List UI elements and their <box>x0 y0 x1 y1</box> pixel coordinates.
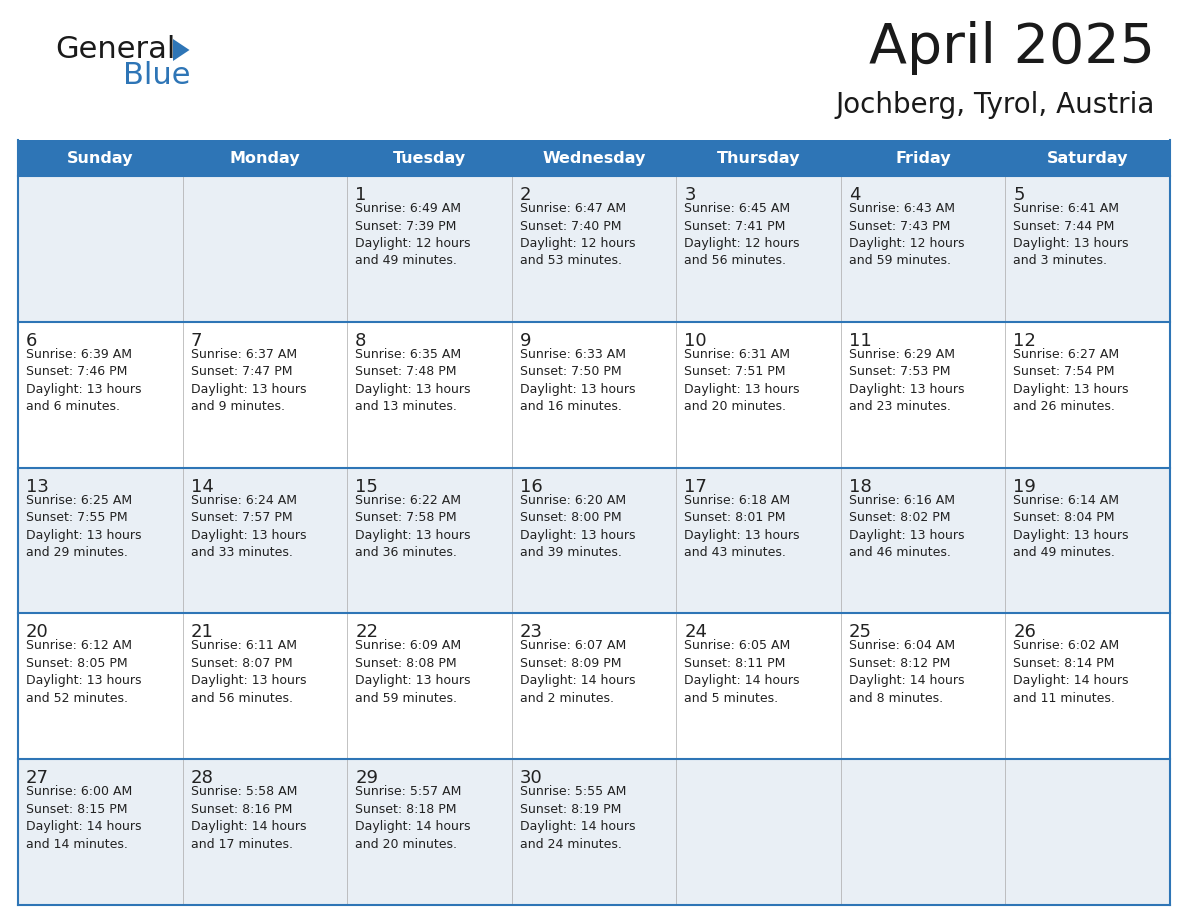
Text: 12: 12 <box>1013 331 1036 350</box>
Text: 15: 15 <box>355 477 378 496</box>
Text: Sunrise: 6:41 AM
Sunset: 7:44 PM
Daylight: 13 hours
and 3 minutes.: Sunrise: 6:41 AM Sunset: 7:44 PM Dayligh… <box>1013 202 1129 267</box>
Text: Tuesday: Tuesday <box>393 151 466 165</box>
Text: 10: 10 <box>684 331 707 350</box>
Text: Sunday: Sunday <box>67 151 133 165</box>
Text: 11: 11 <box>849 331 872 350</box>
Text: Sunrise: 6:07 AM
Sunset: 8:09 PM
Daylight: 14 hours
and 2 minutes.: Sunrise: 6:07 AM Sunset: 8:09 PM Dayligh… <box>519 640 636 705</box>
Text: 14: 14 <box>190 477 214 496</box>
Text: Sunrise: 6:35 AM
Sunset: 7:48 PM
Daylight: 13 hours
and 13 minutes.: Sunrise: 6:35 AM Sunset: 7:48 PM Dayligh… <box>355 348 470 413</box>
Text: Thursday: Thursday <box>716 151 801 165</box>
Text: 6: 6 <box>26 331 37 350</box>
Text: 16: 16 <box>519 477 543 496</box>
Text: 13: 13 <box>26 477 49 496</box>
Text: Sunrise: 6:25 AM
Sunset: 7:55 PM
Daylight: 13 hours
and 29 minutes.: Sunrise: 6:25 AM Sunset: 7:55 PM Dayligh… <box>26 494 141 559</box>
Bar <box>18 140 1170 176</box>
Text: Saturday: Saturday <box>1047 151 1129 165</box>
Text: Sunrise: 6:29 AM
Sunset: 7:53 PM
Daylight: 13 hours
and 23 minutes.: Sunrise: 6:29 AM Sunset: 7:53 PM Dayligh… <box>849 348 965 413</box>
Text: Sunrise: 6:11 AM
Sunset: 8:07 PM
Daylight: 13 hours
and 56 minutes.: Sunrise: 6:11 AM Sunset: 8:07 PM Dayligh… <box>190 640 307 705</box>
Text: Friday: Friday <box>896 151 950 165</box>
Text: Sunrise: 5:57 AM
Sunset: 8:18 PM
Daylight: 14 hours
and 20 minutes.: Sunrise: 5:57 AM Sunset: 8:18 PM Dayligh… <box>355 785 470 851</box>
Text: 21: 21 <box>190 623 214 642</box>
Text: Sunrise: 6:18 AM
Sunset: 8:01 PM
Daylight: 13 hours
and 43 minutes.: Sunrise: 6:18 AM Sunset: 8:01 PM Dayligh… <box>684 494 800 559</box>
Text: Sunrise: 6:09 AM
Sunset: 8:08 PM
Daylight: 13 hours
and 59 minutes.: Sunrise: 6:09 AM Sunset: 8:08 PM Dayligh… <box>355 640 470 705</box>
Text: 22: 22 <box>355 623 378 642</box>
Text: Sunrise: 6:04 AM
Sunset: 8:12 PM
Daylight: 14 hours
and 8 minutes.: Sunrise: 6:04 AM Sunset: 8:12 PM Dayligh… <box>849 640 965 705</box>
Text: 4: 4 <box>849 186 860 204</box>
Text: Sunrise: 6:31 AM
Sunset: 7:51 PM
Daylight: 13 hours
and 20 minutes.: Sunrise: 6:31 AM Sunset: 7:51 PM Dayligh… <box>684 348 800 413</box>
Text: 2: 2 <box>519 186 531 204</box>
Text: Sunrise: 5:58 AM
Sunset: 8:16 PM
Daylight: 14 hours
and 17 minutes.: Sunrise: 5:58 AM Sunset: 8:16 PM Dayligh… <box>190 785 307 851</box>
Text: Monday: Monday <box>229 151 301 165</box>
Text: 9: 9 <box>519 331 531 350</box>
Text: Sunrise: 6:27 AM
Sunset: 7:54 PM
Daylight: 13 hours
and 26 minutes.: Sunrise: 6:27 AM Sunset: 7:54 PM Dayligh… <box>1013 348 1129 413</box>
Text: April 2025: April 2025 <box>868 21 1155 75</box>
Text: Sunrise: 6:20 AM
Sunset: 8:00 PM
Daylight: 13 hours
and 39 minutes.: Sunrise: 6:20 AM Sunset: 8:00 PM Dayligh… <box>519 494 636 559</box>
Text: 29: 29 <box>355 769 378 788</box>
Bar <box>18 322 1170 467</box>
Text: 7: 7 <box>190 331 202 350</box>
Text: 28: 28 <box>190 769 214 788</box>
Text: 1: 1 <box>355 186 367 204</box>
Text: Sunrise: 6:43 AM
Sunset: 7:43 PM
Daylight: 12 hours
and 59 minutes.: Sunrise: 6:43 AM Sunset: 7:43 PM Dayligh… <box>849 202 965 267</box>
Text: Wednesday: Wednesday <box>542 151 646 165</box>
Text: Sunrise: 6:49 AM
Sunset: 7:39 PM
Daylight: 12 hours
and 49 minutes.: Sunrise: 6:49 AM Sunset: 7:39 PM Dayligh… <box>355 202 470 267</box>
Text: Jochberg, Tyrol, Austria: Jochberg, Tyrol, Austria <box>835 91 1155 119</box>
Text: Sunrise: 6:02 AM
Sunset: 8:14 PM
Daylight: 14 hours
and 11 minutes.: Sunrise: 6:02 AM Sunset: 8:14 PM Dayligh… <box>1013 640 1129 705</box>
Text: 20: 20 <box>26 623 49 642</box>
Bar <box>18 176 1170 322</box>
Text: 19: 19 <box>1013 477 1036 496</box>
Text: Sunrise: 6:24 AM
Sunset: 7:57 PM
Daylight: 13 hours
and 33 minutes.: Sunrise: 6:24 AM Sunset: 7:57 PM Dayligh… <box>190 494 307 559</box>
Polygon shape <box>173 39 190 61</box>
Text: 17: 17 <box>684 477 707 496</box>
Text: Sunrise: 6:39 AM
Sunset: 7:46 PM
Daylight: 13 hours
and 6 minutes.: Sunrise: 6:39 AM Sunset: 7:46 PM Dayligh… <box>26 348 141 413</box>
Text: 24: 24 <box>684 623 707 642</box>
Text: 23: 23 <box>519 623 543 642</box>
Text: Sunrise: 6:12 AM
Sunset: 8:05 PM
Daylight: 13 hours
and 52 minutes.: Sunrise: 6:12 AM Sunset: 8:05 PM Dayligh… <box>26 640 141 705</box>
Text: Sunrise: 6:47 AM
Sunset: 7:40 PM
Daylight: 12 hours
and 53 minutes.: Sunrise: 6:47 AM Sunset: 7:40 PM Dayligh… <box>519 202 636 267</box>
Text: Sunrise: 5:55 AM
Sunset: 8:19 PM
Daylight: 14 hours
and 24 minutes.: Sunrise: 5:55 AM Sunset: 8:19 PM Dayligh… <box>519 785 636 851</box>
Text: 5: 5 <box>1013 186 1025 204</box>
Text: Sunrise: 6:05 AM
Sunset: 8:11 PM
Daylight: 14 hours
and 5 minutes.: Sunrise: 6:05 AM Sunset: 8:11 PM Dayligh… <box>684 640 800 705</box>
Text: Sunrise: 6:14 AM
Sunset: 8:04 PM
Daylight: 13 hours
and 49 minutes.: Sunrise: 6:14 AM Sunset: 8:04 PM Dayligh… <box>1013 494 1129 559</box>
Text: 3: 3 <box>684 186 696 204</box>
Text: 8: 8 <box>355 331 367 350</box>
Text: Sunrise: 6:37 AM
Sunset: 7:47 PM
Daylight: 13 hours
and 9 minutes.: Sunrise: 6:37 AM Sunset: 7:47 PM Dayligh… <box>190 348 307 413</box>
Text: Sunrise: 6:33 AM
Sunset: 7:50 PM
Daylight: 13 hours
and 16 minutes.: Sunrise: 6:33 AM Sunset: 7:50 PM Dayligh… <box>519 348 636 413</box>
Text: 25: 25 <box>849 623 872 642</box>
Bar <box>18 613 1170 759</box>
Text: 18: 18 <box>849 477 872 496</box>
Text: 26: 26 <box>1013 623 1036 642</box>
Text: 30: 30 <box>519 769 543 788</box>
Text: Sunrise: 6:00 AM
Sunset: 8:15 PM
Daylight: 14 hours
and 14 minutes.: Sunrise: 6:00 AM Sunset: 8:15 PM Dayligh… <box>26 785 141 851</box>
Text: Blue: Blue <box>124 62 190 91</box>
Text: Sunrise: 6:22 AM
Sunset: 7:58 PM
Daylight: 13 hours
and 36 minutes.: Sunrise: 6:22 AM Sunset: 7:58 PM Dayligh… <box>355 494 470 559</box>
Text: Sunrise: 6:16 AM
Sunset: 8:02 PM
Daylight: 13 hours
and 46 minutes.: Sunrise: 6:16 AM Sunset: 8:02 PM Dayligh… <box>849 494 965 559</box>
Text: 27: 27 <box>26 769 49 788</box>
Text: Sunrise: 6:45 AM
Sunset: 7:41 PM
Daylight: 12 hours
and 56 minutes.: Sunrise: 6:45 AM Sunset: 7:41 PM Dayligh… <box>684 202 800 267</box>
Bar <box>18 759 1170 905</box>
Text: General: General <box>55 36 176 64</box>
Bar <box>18 467 1170 613</box>
